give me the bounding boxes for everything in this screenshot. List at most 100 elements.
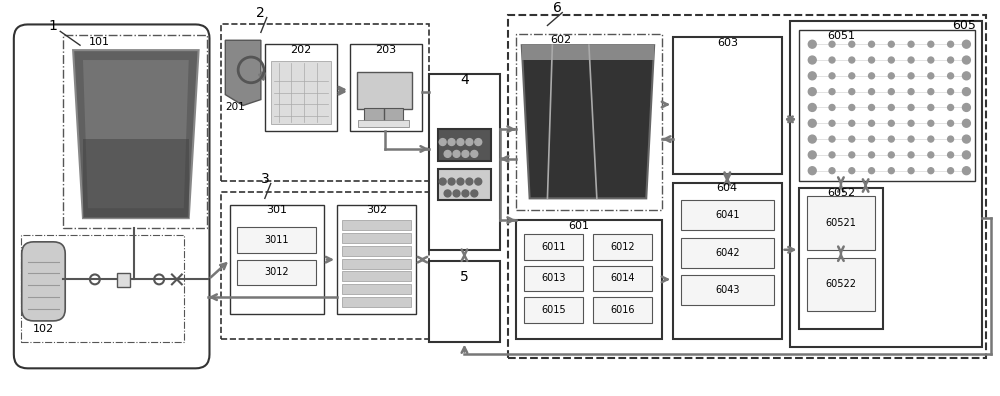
Bar: [681, 200, 774, 230]
Text: 3011: 3011: [264, 235, 289, 245]
Bar: [364, 109, 403, 121]
Circle shape: [948, 57, 954, 63]
Circle shape: [869, 120, 875, 126]
Circle shape: [462, 190, 469, 197]
Circle shape: [888, 57, 894, 63]
Circle shape: [962, 72, 970, 80]
Text: 203: 203: [375, 45, 396, 55]
Bar: [337, 205, 416, 314]
Bar: [221, 25, 429, 181]
Circle shape: [849, 152, 855, 158]
Circle shape: [808, 135, 816, 143]
Circle shape: [453, 190, 460, 197]
Circle shape: [948, 168, 954, 174]
Circle shape: [849, 136, 855, 142]
Circle shape: [928, 152, 934, 158]
Circle shape: [808, 119, 816, 127]
Circle shape: [888, 120, 894, 126]
Bar: [342, 297, 411, 307]
Circle shape: [928, 136, 934, 142]
Circle shape: [471, 190, 478, 197]
Circle shape: [908, 57, 914, 63]
Circle shape: [448, 178, 455, 185]
Bar: [681, 276, 774, 305]
Circle shape: [829, 89, 835, 95]
Text: 6043: 6043: [715, 285, 740, 295]
Bar: [342, 233, 411, 243]
Bar: [350, 44, 422, 131]
Circle shape: [948, 73, 954, 79]
Circle shape: [962, 119, 970, 127]
Circle shape: [849, 41, 855, 47]
Circle shape: [475, 139, 482, 145]
Circle shape: [962, 151, 970, 159]
Text: 6015: 6015: [541, 305, 566, 315]
Bar: [593, 297, 652, 323]
Circle shape: [829, 73, 835, 79]
Bar: [508, 15, 986, 358]
Text: 101: 101: [89, 37, 110, 47]
Circle shape: [808, 56, 816, 64]
Bar: [342, 246, 411, 256]
Bar: [221, 192, 429, 339]
Bar: [21, 235, 184, 342]
Circle shape: [829, 152, 835, 158]
Circle shape: [869, 152, 875, 158]
Circle shape: [829, 41, 835, 47]
Circle shape: [928, 57, 934, 63]
Text: 605: 605: [952, 19, 976, 32]
Circle shape: [829, 168, 835, 174]
Circle shape: [869, 57, 875, 63]
Text: 3: 3: [260, 171, 269, 186]
Text: 604: 604: [717, 183, 738, 194]
Circle shape: [928, 73, 934, 79]
Circle shape: [888, 105, 894, 110]
Polygon shape: [83, 139, 189, 218]
Circle shape: [948, 105, 954, 110]
Circle shape: [808, 40, 816, 48]
Text: 5: 5: [460, 270, 469, 284]
Polygon shape: [73, 50, 199, 218]
Circle shape: [808, 72, 816, 80]
Circle shape: [849, 73, 855, 79]
Bar: [673, 37, 782, 174]
Circle shape: [888, 168, 894, 174]
FancyBboxPatch shape: [14, 25, 209, 368]
Text: 6014: 6014: [610, 273, 635, 284]
Bar: [265, 44, 337, 131]
Circle shape: [962, 88, 970, 95]
Text: 6011: 6011: [541, 242, 566, 252]
Text: 603: 603: [717, 38, 738, 48]
Bar: [438, 129, 491, 161]
Bar: [342, 220, 411, 230]
Circle shape: [849, 105, 855, 110]
Text: 602: 602: [551, 35, 572, 45]
Text: 6052: 6052: [827, 188, 855, 198]
Circle shape: [948, 89, 954, 95]
Bar: [237, 227, 316, 253]
Circle shape: [869, 136, 875, 142]
Circle shape: [849, 168, 855, 174]
Bar: [593, 266, 652, 291]
Circle shape: [829, 120, 835, 126]
Text: 6041: 6041: [715, 210, 740, 220]
Circle shape: [908, 73, 914, 79]
Circle shape: [457, 139, 464, 145]
Circle shape: [462, 150, 469, 157]
Circle shape: [849, 57, 855, 63]
Circle shape: [928, 89, 934, 95]
Bar: [429, 74, 500, 250]
Circle shape: [888, 89, 894, 95]
Circle shape: [962, 167, 970, 175]
Circle shape: [962, 135, 970, 143]
Circle shape: [829, 57, 835, 63]
Circle shape: [869, 73, 875, 79]
Circle shape: [888, 152, 894, 158]
Circle shape: [457, 178, 464, 185]
Bar: [516, 220, 662, 339]
Circle shape: [908, 136, 914, 142]
Circle shape: [439, 139, 446, 145]
Bar: [237, 260, 316, 286]
Bar: [790, 21, 982, 346]
Text: 6016: 6016: [610, 305, 635, 315]
